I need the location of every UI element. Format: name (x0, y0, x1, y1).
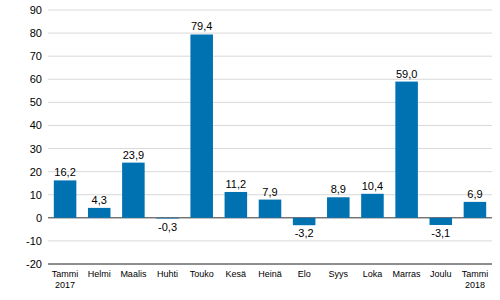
grid-line (48, 10, 492, 11)
x-tick-label: Elo (298, 269, 311, 279)
grid-line (48, 171, 492, 172)
data-label: -3,2 (295, 227, 314, 239)
bar (88, 208, 111, 218)
x-tick-label: Joulu (430, 269, 452, 279)
grid-line (48, 102, 492, 103)
x-tick-label: Maalis (120, 269, 147, 279)
grid-line (48, 240, 492, 241)
bar (395, 82, 418, 218)
x-tick-label: Loka (363, 269, 383, 279)
data-label: 16,2 (54, 166, 75, 178)
grid-line (48, 33, 492, 34)
bar (429, 218, 452, 225)
x-tick-label: Touko (190, 269, 214, 279)
y-tick-label: -20 (26, 258, 42, 270)
data-label: 6,9 (467, 188, 482, 200)
grid-line (48, 148, 492, 149)
bar (156, 217, 179, 219)
x-tick-label: Marras (393, 269, 422, 279)
chart: -20 -10 0 10 20 30 40 50 60 70 80 90 16,2 4,3 23,9 -0,3… (0, 0, 500, 300)
x-tick-label: Helmi (88, 269, 111, 279)
y-tick-label: 80 (30, 27, 42, 39)
bar (293, 218, 316, 225)
y-tick-label: 90 (30, 4, 42, 16)
data-label: 10,4 (362, 180, 383, 192)
data-label: 59,0 (396, 68, 417, 80)
y-tick-label: 70 (30, 50, 42, 62)
data-label: 79,4 (191, 20, 212, 32)
y-tick-label: 40 (30, 119, 42, 131)
y-tick-label: 30 (30, 143, 42, 155)
chart-container: -20 -10 0 10 20 30 40 50 60 70 80 90 16,2 4,3 23,9 -0,3… (0, 0, 500, 300)
y-tick-label: 0 (36, 212, 42, 224)
grid-line (48, 264, 492, 265)
data-label: 7,9 (262, 186, 277, 198)
y-tick-label: 10 (30, 189, 42, 201)
bar (190, 34, 213, 217)
data-label: 8,9 (331, 183, 346, 195)
bar (361, 194, 384, 218)
x-tick-label: Tammi2018 (462, 269, 489, 290)
bar (225, 192, 248, 218)
data-label: -0,3 (158, 221, 177, 233)
bar (122, 163, 145, 218)
data-label: 23,9 (123, 149, 144, 161)
bars (54, 34, 486, 225)
y-tick-label: 60 (30, 73, 42, 85)
y-tick-label: 50 (30, 96, 42, 108)
bar (464, 202, 487, 218)
grid-line (48, 79, 492, 80)
x-axis-line (48, 264, 492, 265)
x-tick-label: Tammi2017 (52, 269, 79, 290)
bar (54, 180, 77, 217)
x-tick-label: Kesä (226, 269, 247, 279)
grid-line (48, 125, 492, 126)
bar (327, 197, 350, 218)
x-tick-label: Syys (329, 269, 349, 279)
grid (48, 10, 492, 264)
y-tick-label: 20 (30, 166, 42, 178)
data-label: 11,2 (226, 178, 247, 190)
x-tick-label: Huhti (157, 269, 178, 279)
bar (259, 200, 282, 218)
y-tick-label: -10 (26, 235, 42, 247)
data-label: 4,3 (92, 194, 107, 206)
x-tick-label: Heinä (258, 269, 282, 279)
grid-line (48, 56, 492, 57)
data-label: -3,1 (431, 227, 450, 239)
